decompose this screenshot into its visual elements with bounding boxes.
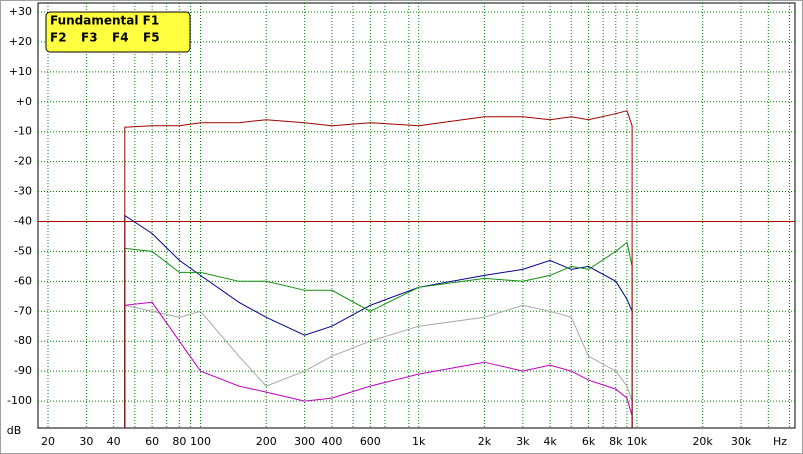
series-line	[124, 110, 633, 428]
x-tick-label: 20	[41, 435, 55, 448]
legend: Fundamental F1 F2 F3 F4 F5	[45, 11, 191, 53]
x-tick-label: 100	[190, 435, 211, 448]
x-tick-label: 8k	[609, 435, 623, 448]
x-tick-label: 3k	[516, 435, 530, 448]
series-line	[124, 304, 633, 428]
y-tick-label: -30	[14, 185, 32, 198]
series-line	[124, 301, 633, 428]
y-tick-label: -20	[14, 155, 32, 168]
x-tick-label: 80	[172, 435, 186, 448]
y-tick-label: +10	[9, 65, 32, 78]
x-tick-label: 2k	[478, 435, 492, 448]
legend-entry: F3	[81, 31, 98, 45]
y-tick-label: -40	[14, 214, 32, 227]
legend-entry: F5	[143, 31, 160, 45]
x-tick-label: 30k	[731, 435, 752, 448]
series-line	[124, 241, 633, 428]
x-tick-label: 20k	[692, 435, 713, 448]
x-tick-label: 400	[321, 435, 342, 448]
legend-box	[45, 11, 191, 53]
x-tick-label: 30	[79, 435, 93, 448]
y-tick-label: -10	[14, 125, 32, 138]
x-tick-label: 60	[145, 435, 159, 448]
x-tick-label: 200	[256, 435, 277, 448]
y-tick-label: -60	[14, 274, 32, 287]
y-tick-label: +0	[16, 95, 32, 108]
legend-entry: F2	[50, 31, 67, 45]
y-tick-label: +30	[9, 5, 32, 18]
series-line	[124, 214, 633, 428]
x-tick-label: 1k	[412, 435, 426, 448]
x-tick-label: 4k	[543, 435, 557, 448]
y-axis-label: dB	[7, 424, 22, 437]
y-tick-label: -70	[14, 304, 32, 317]
legend-entry: Fundamental F1	[50, 14, 159, 28]
x-tick-label: 600	[360, 435, 381, 448]
x-tick-label: 10k	[627, 435, 648, 448]
x-tick-label: 40	[107, 435, 121, 448]
x-axis-label: Hz	[773, 435, 787, 448]
y-tick-label: +20	[9, 35, 32, 48]
x-tick-label: 300	[294, 435, 315, 448]
y-tick-label: -90	[14, 364, 32, 377]
y-tick-label: -50	[14, 244, 32, 257]
plot-area	[37, 2, 796, 429]
legend-entry: F4	[112, 31, 129, 45]
x-tick-label: 6k	[582, 435, 596, 448]
y-tick-label: -100	[7, 394, 32, 407]
y-tick-label: -80	[14, 334, 32, 347]
